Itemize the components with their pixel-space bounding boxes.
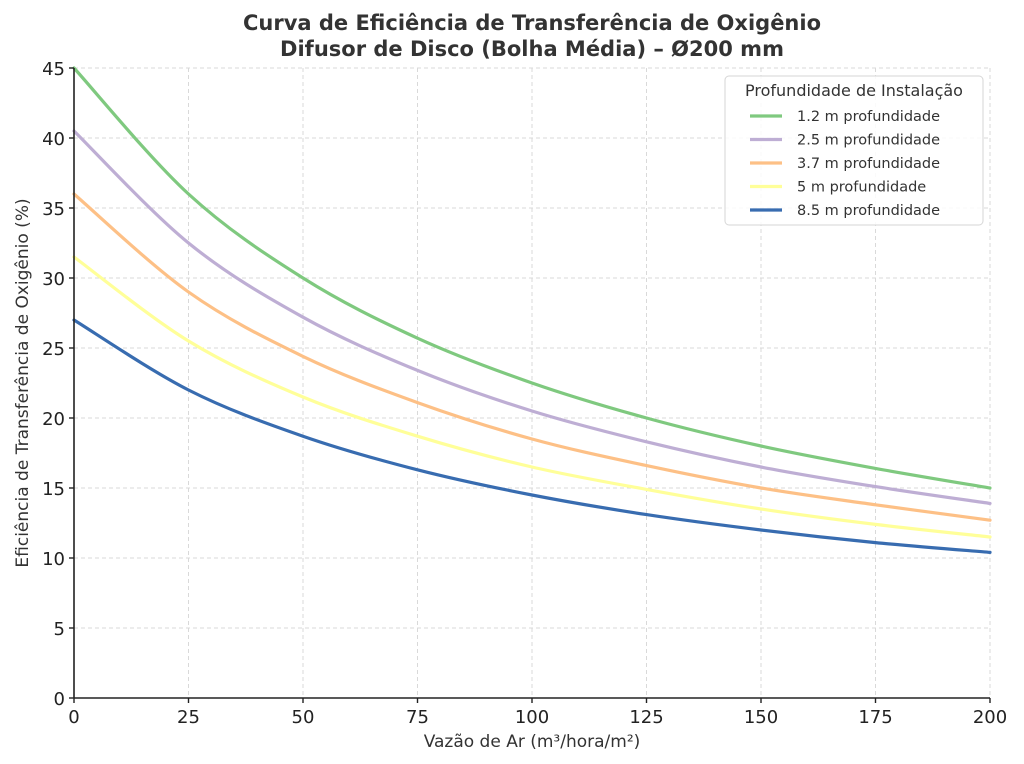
x-tick-label: 175 (858, 707, 892, 728)
y-tick-label: 0 (54, 689, 65, 710)
series-line-2 (72, 129, 992, 505)
legend-box (724, 75, 984, 226)
x-tick-label: 200 (973, 707, 1007, 728)
series-line-5 (72, 318, 992, 554)
x-tick-label: 125 (629, 707, 663, 728)
y-tick-label: 30 (42, 269, 65, 290)
legend-label: 5 m profundidade (797, 180, 926, 196)
y-tick-label: 40 (42, 129, 65, 150)
y-tick-label: 10 (42, 549, 65, 570)
legend: Profundidade de Instalação 1.2 m profund… (724, 75, 984, 226)
x-tick-label: 75 (406, 707, 429, 728)
chart-title: Curva de Eficiência de Transferência de … (243, 11, 821, 35)
x-axis-label: Vazão de Ar (m³/hora/m²) (424, 732, 641, 752)
x-tick-label: 50 (292, 707, 315, 728)
series-line-1 (72, 66, 992, 490)
x-tick-label: 150 (744, 707, 778, 728)
series-line-3 (72, 192, 992, 522)
legend-label: 3.7 m profundidade (797, 156, 940, 172)
y-axis-ticks: 0 5 10 15 20 25 30 35 40 45 (42, 59, 74, 710)
y-tick-label: 20 (42, 409, 65, 430)
x-tick-label: 0 (68, 707, 79, 728)
legend-label: 2.5 m profundidade (797, 133, 940, 149)
legend-label: 1.2 m profundidade (797, 109, 940, 125)
y-tick-label: 5 (54, 619, 65, 640)
y-tick-label: 25 (42, 339, 65, 360)
y-axis-label: Eficiência de Transferência de Oxigênio … (13, 198, 33, 567)
y-tick-label: 35 (42, 199, 65, 220)
chart-subtitle: Difusor de Disco (Bolha Média) – Ø200 mm (280, 37, 784, 61)
y-tick-label: 45 (42, 59, 65, 80)
data-series (72, 66, 992, 554)
legend-label: 8.5 m profundidade (797, 203, 940, 219)
x-tick-label: 25 (177, 707, 200, 728)
x-tick-label: 100 (515, 707, 549, 728)
series-line-4 (72, 255, 992, 539)
y-tick-label: 15 (42, 479, 65, 500)
legend-title: Profundidade de Instalação (745, 81, 963, 100)
x-axis-ticks: 0 25 50 75 100 125 150 175 200 (68, 698, 1007, 728)
